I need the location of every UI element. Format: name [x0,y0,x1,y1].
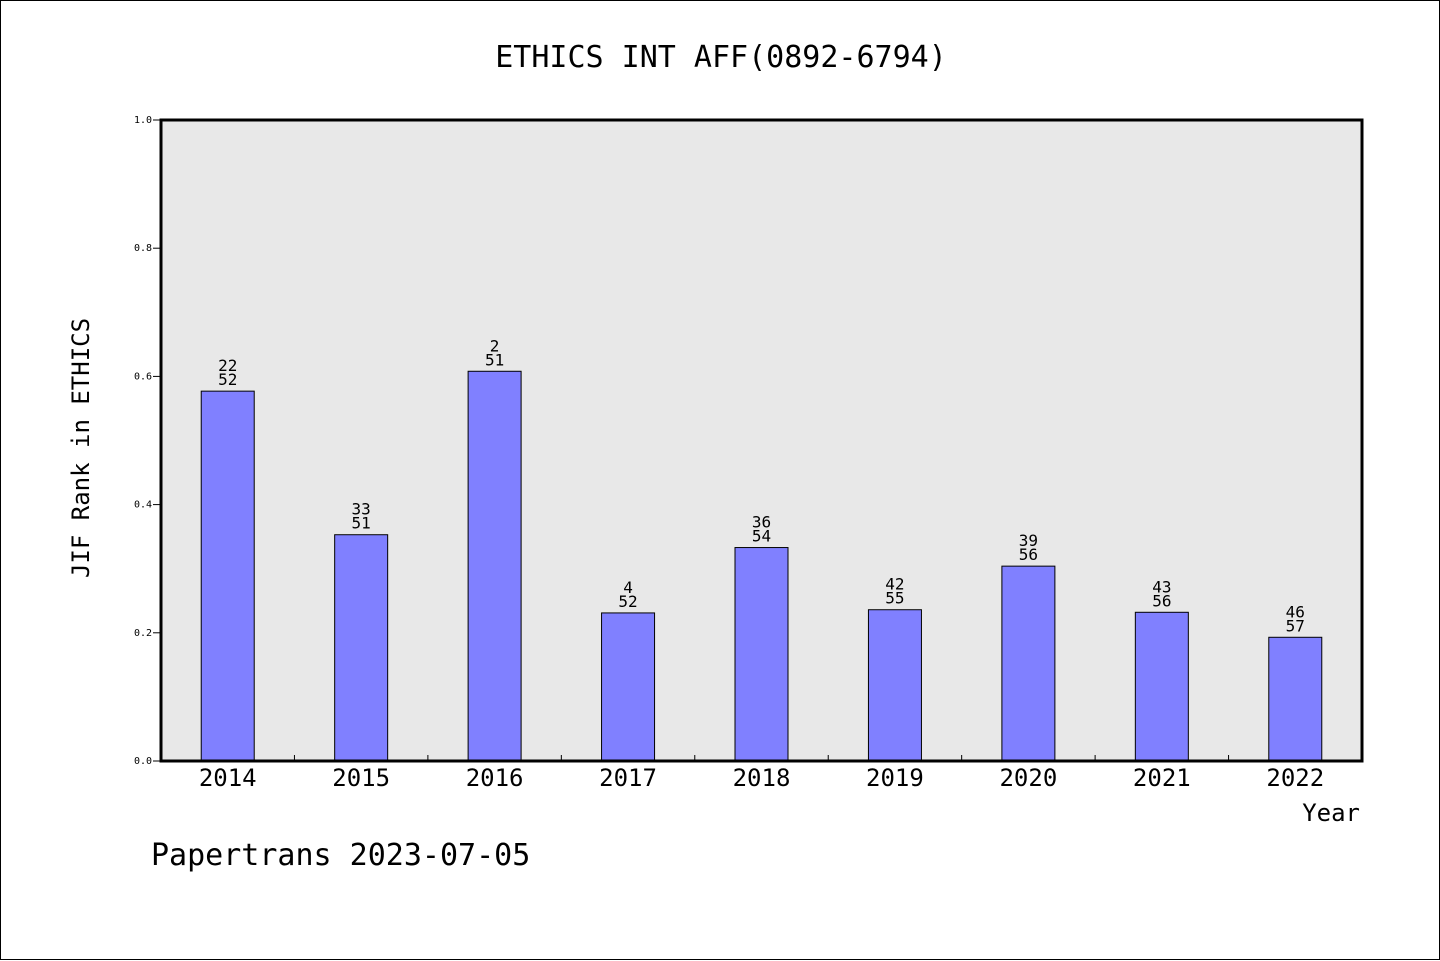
x-tick-label: 2016 [466,764,524,792]
bar-label-rank: 22 [218,356,237,375]
x-tick-label: 2018 [733,764,791,792]
x-tick-label: 2014 [199,764,257,792]
bar-label-rank: 42 [885,575,904,594]
bar-label-rank: 4 [623,578,633,597]
bar-label-total: 54 [752,527,771,546]
bar-label-rank: 46 [1286,602,1305,621]
x-tick-label: 2015 [332,764,390,792]
chart-title: ETHICS INT AFF(0892-6794) [495,40,947,75]
bar-2017 [601,612,656,762]
bar-label-rank: 33 [352,500,371,519]
bar-2018 [734,547,789,762]
x-tick-label: 2017 [599,764,657,792]
bar-label-total: 52 [618,592,637,611]
x-tick-label: 2019 [866,764,924,792]
x-tick-label: 2020 [999,764,1057,792]
y-tick-label: 0.8 [134,243,152,254]
bar-label-total: 56 [1019,545,1038,564]
bar-label-total: 52 [218,370,237,389]
bar-2016 [467,370,522,762]
y-tick-label: 0.0 [134,756,152,767]
bar-2021 [1134,611,1189,762]
bar-label-rank: 2 [490,336,500,355]
bar-label-total: 55 [885,589,904,608]
x-axis-label: Year [1302,799,1360,827]
bar-2014 [200,390,255,762]
x-axis: 2014 2015 2016 2017 2018 2019 2020 2021 2022 [199,755,1324,792]
y-tick-label: 0.6 [134,371,152,382]
y-tick-label: 0.2 [134,628,152,639]
bar-label-total: 56 [1152,591,1171,610]
bar-label-total: 51 [485,350,504,369]
bar-label-total: 51 [352,514,371,533]
bar-2022 [1268,636,1323,762]
y-tick-label: 0.4 [134,500,152,511]
x-tick-label: 2021 [1133,764,1191,792]
y-axis-label: JIF Rank in ETHICS [67,318,95,578]
y-tick-label: 1.0 [134,115,152,126]
bar-2015 [334,534,389,762]
bar-2020 [1001,565,1056,762]
x-tick-label: 2022 [1266,764,1324,792]
y-axis: 0.0 0.2 0.4 0.6 0.8 1.0 [134,115,161,767]
footer-credit: Papertrans 2023-07-05 [151,838,530,873]
bars-group [200,370,1323,762]
bar-label-total: 57 [1286,616,1305,635]
bar-label-rank: 43 [1152,577,1171,596]
bar-label-rank: 39 [1019,531,1038,550]
plot-border [159,118,1364,763]
bar-label-rank: 36 [752,513,771,532]
bar-2019 [867,609,922,762]
